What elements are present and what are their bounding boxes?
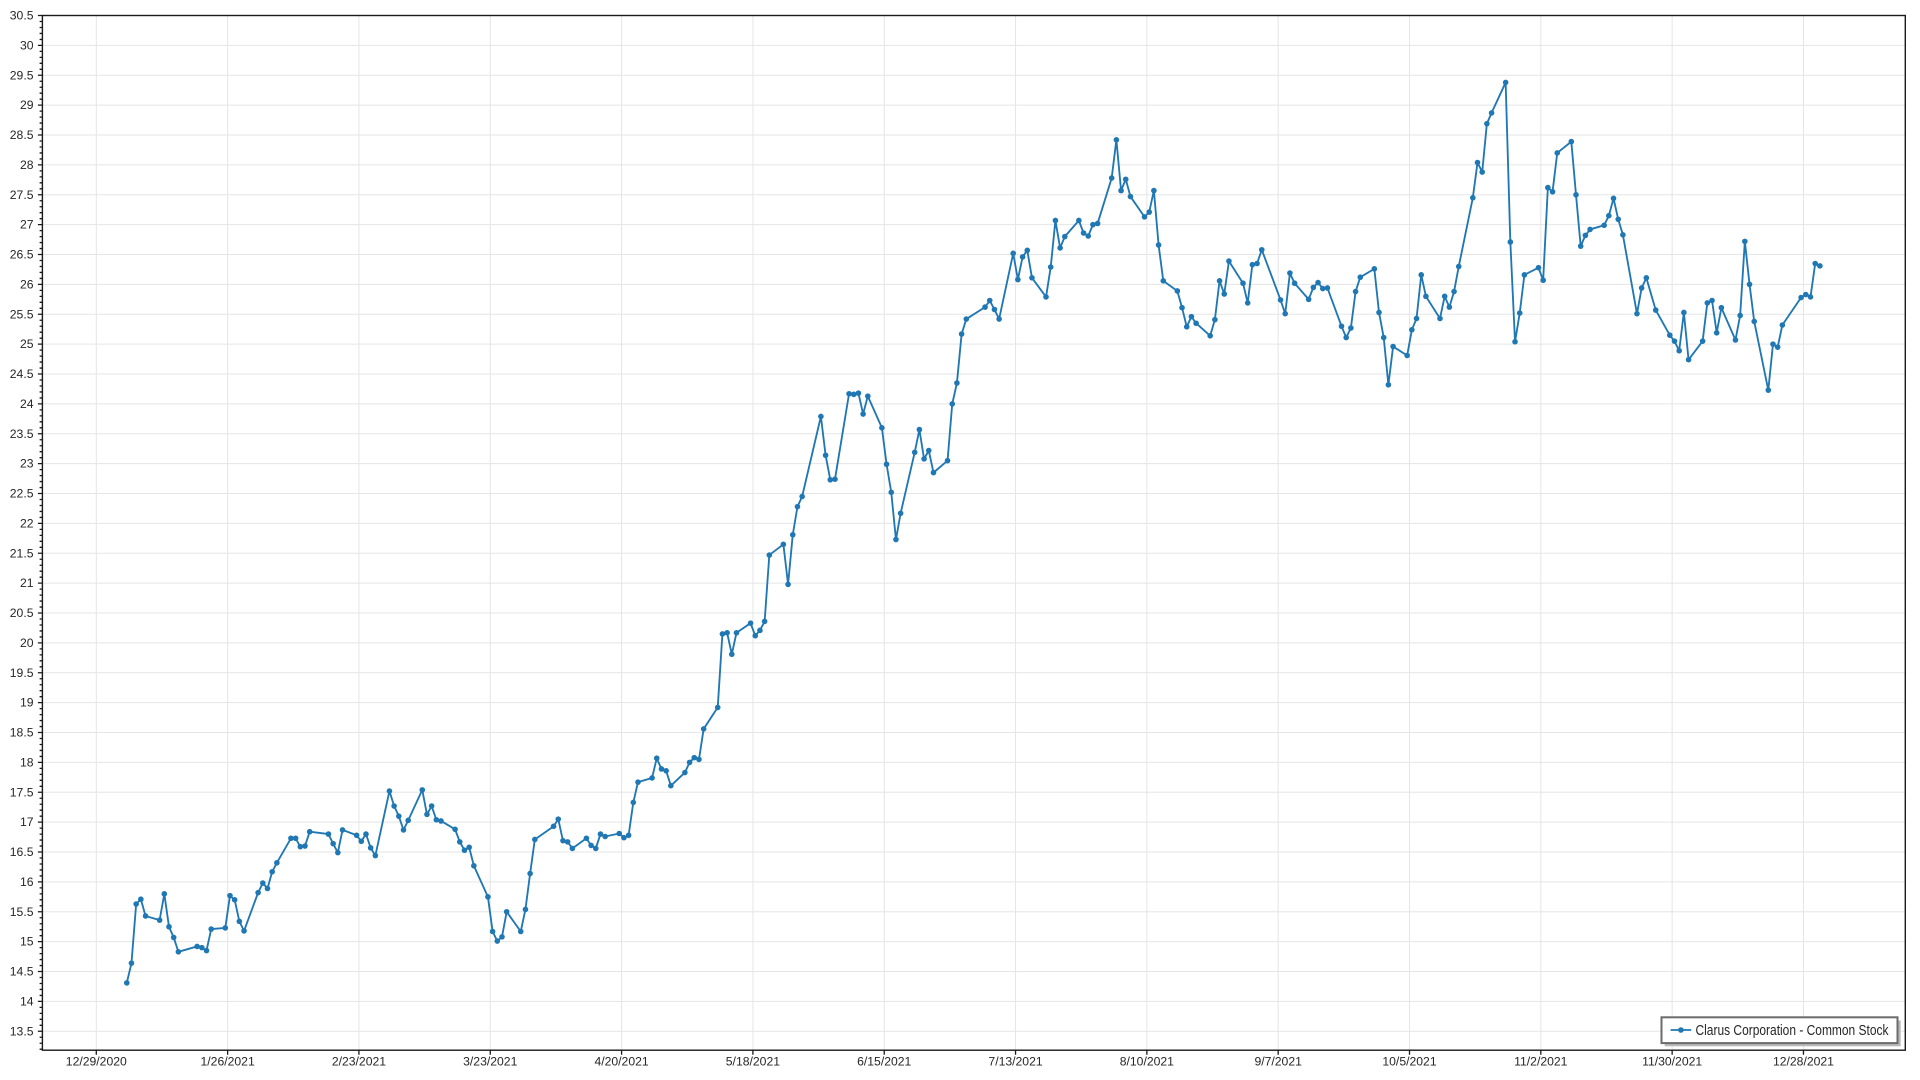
svg-text:28: 28 <box>20 158 34 172</box>
svg-text:15.5: 15.5 <box>10 905 34 919</box>
svg-text:16.5: 16.5 <box>10 845 34 859</box>
svg-text:27.5: 27.5 <box>10 188 34 202</box>
svg-text:11/30/2021: 11/30/2021 <box>1642 1055 1702 1069</box>
svg-text:17: 17 <box>20 815 34 829</box>
svg-text:14: 14 <box>20 994 34 1008</box>
svg-text:20: 20 <box>20 636 34 650</box>
svg-text:19.5: 19.5 <box>10 666 34 680</box>
svg-text:24: 24 <box>20 397 34 411</box>
svg-text:3/23/2021: 3/23/2021 <box>463 1055 517 1069</box>
svg-text:23: 23 <box>20 457 34 471</box>
svg-text:24.5: 24.5 <box>10 367 34 381</box>
svg-text:25.5: 25.5 <box>10 307 34 321</box>
svg-text:21: 21 <box>20 576 34 590</box>
svg-text:27: 27 <box>20 218 34 232</box>
svg-text:12/28/2021: 12/28/2021 <box>1773 1055 1834 1069</box>
svg-text:18: 18 <box>20 755 34 769</box>
svg-text:16: 16 <box>20 875 34 889</box>
svg-text:29.5: 29.5 <box>10 68 34 82</box>
svg-text:8/10/2021: 8/10/2021 <box>1120 1055 1174 1069</box>
svg-text:28.5: 28.5 <box>10 128 34 142</box>
svg-text:4/20/2021: 4/20/2021 <box>594 1055 648 1069</box>
svg-text:10/5/2021: 10/5/2021 <box>1382 1055 1436 1069</box>
svg-text:21.5: 21.5 <box>10 546 34 560</box>
svg-text:26: 26 <box>20 277 34 291</box>
svg-text:2/23/2021: 2/23/2021 <box>332 1055 386 1069</box>
svg-text:25: 25 <box>20 337 34 351</box>
svg-text:29: 29 <box>20 98 34 112</box>
svg-text:20.5: 20.5 <box>10 606 34 620</box>
svg-text:12/29/2020: 12/29/2020 <box>66 1055 127 1069</box>
svg-text:23.5: 23.5 <box>10 427 34 441</box>
svg-text:17.5: 17.5 <box>10 785 34 799</box>
svg-text:26.5: 26.5 <box>10 248 34 262</box>
svg-text:19: 19 <box>20 696 34 710</box>
svg-text:9/7/2021: 9/7/2021 <box>1254 1055 1302 1069</box>
svg-text:Clarus Corporation - Common St: Clarus Corporation - Common Stock <box>1696 1023 1890 1039</box>
svg-text:1/26/2021: 1/26/2021 <box>201 1055 255 1069</box>
svg-text:22: 22 <box>20 516 34 530</box>
svg-text:5/18/2021: 5/18/2021 <box>726 1055 780 1069</box>
svg-text:15: 15 <box>20 935 34 949</box>
svg-text:14.5: 14.5 <box>10 965 34 979</box>
svg-text:30.5: 30.5 <box>10 9 34 23</box>
svg-text:11/2/2021: 11/2/2021 <box>1514 1055 1568 1069</box>
svg-text:6/15/2021: 6/15/2021 <box>857 1055 911 1069</box>
svg-text:22.5: 22.5 <box>10 487 34 501</box>
svg-text:18.5: 18.5 <box>10 726 34 740</box>
svg-text:30: 30 <box>20 38 34 52</box>
svg-text:7/13/2021: 7/13/2021 <box>988 1055 1042 1069</box>
svg-text:13.5: 13.5 <box>10 1024 34 1038</box>
